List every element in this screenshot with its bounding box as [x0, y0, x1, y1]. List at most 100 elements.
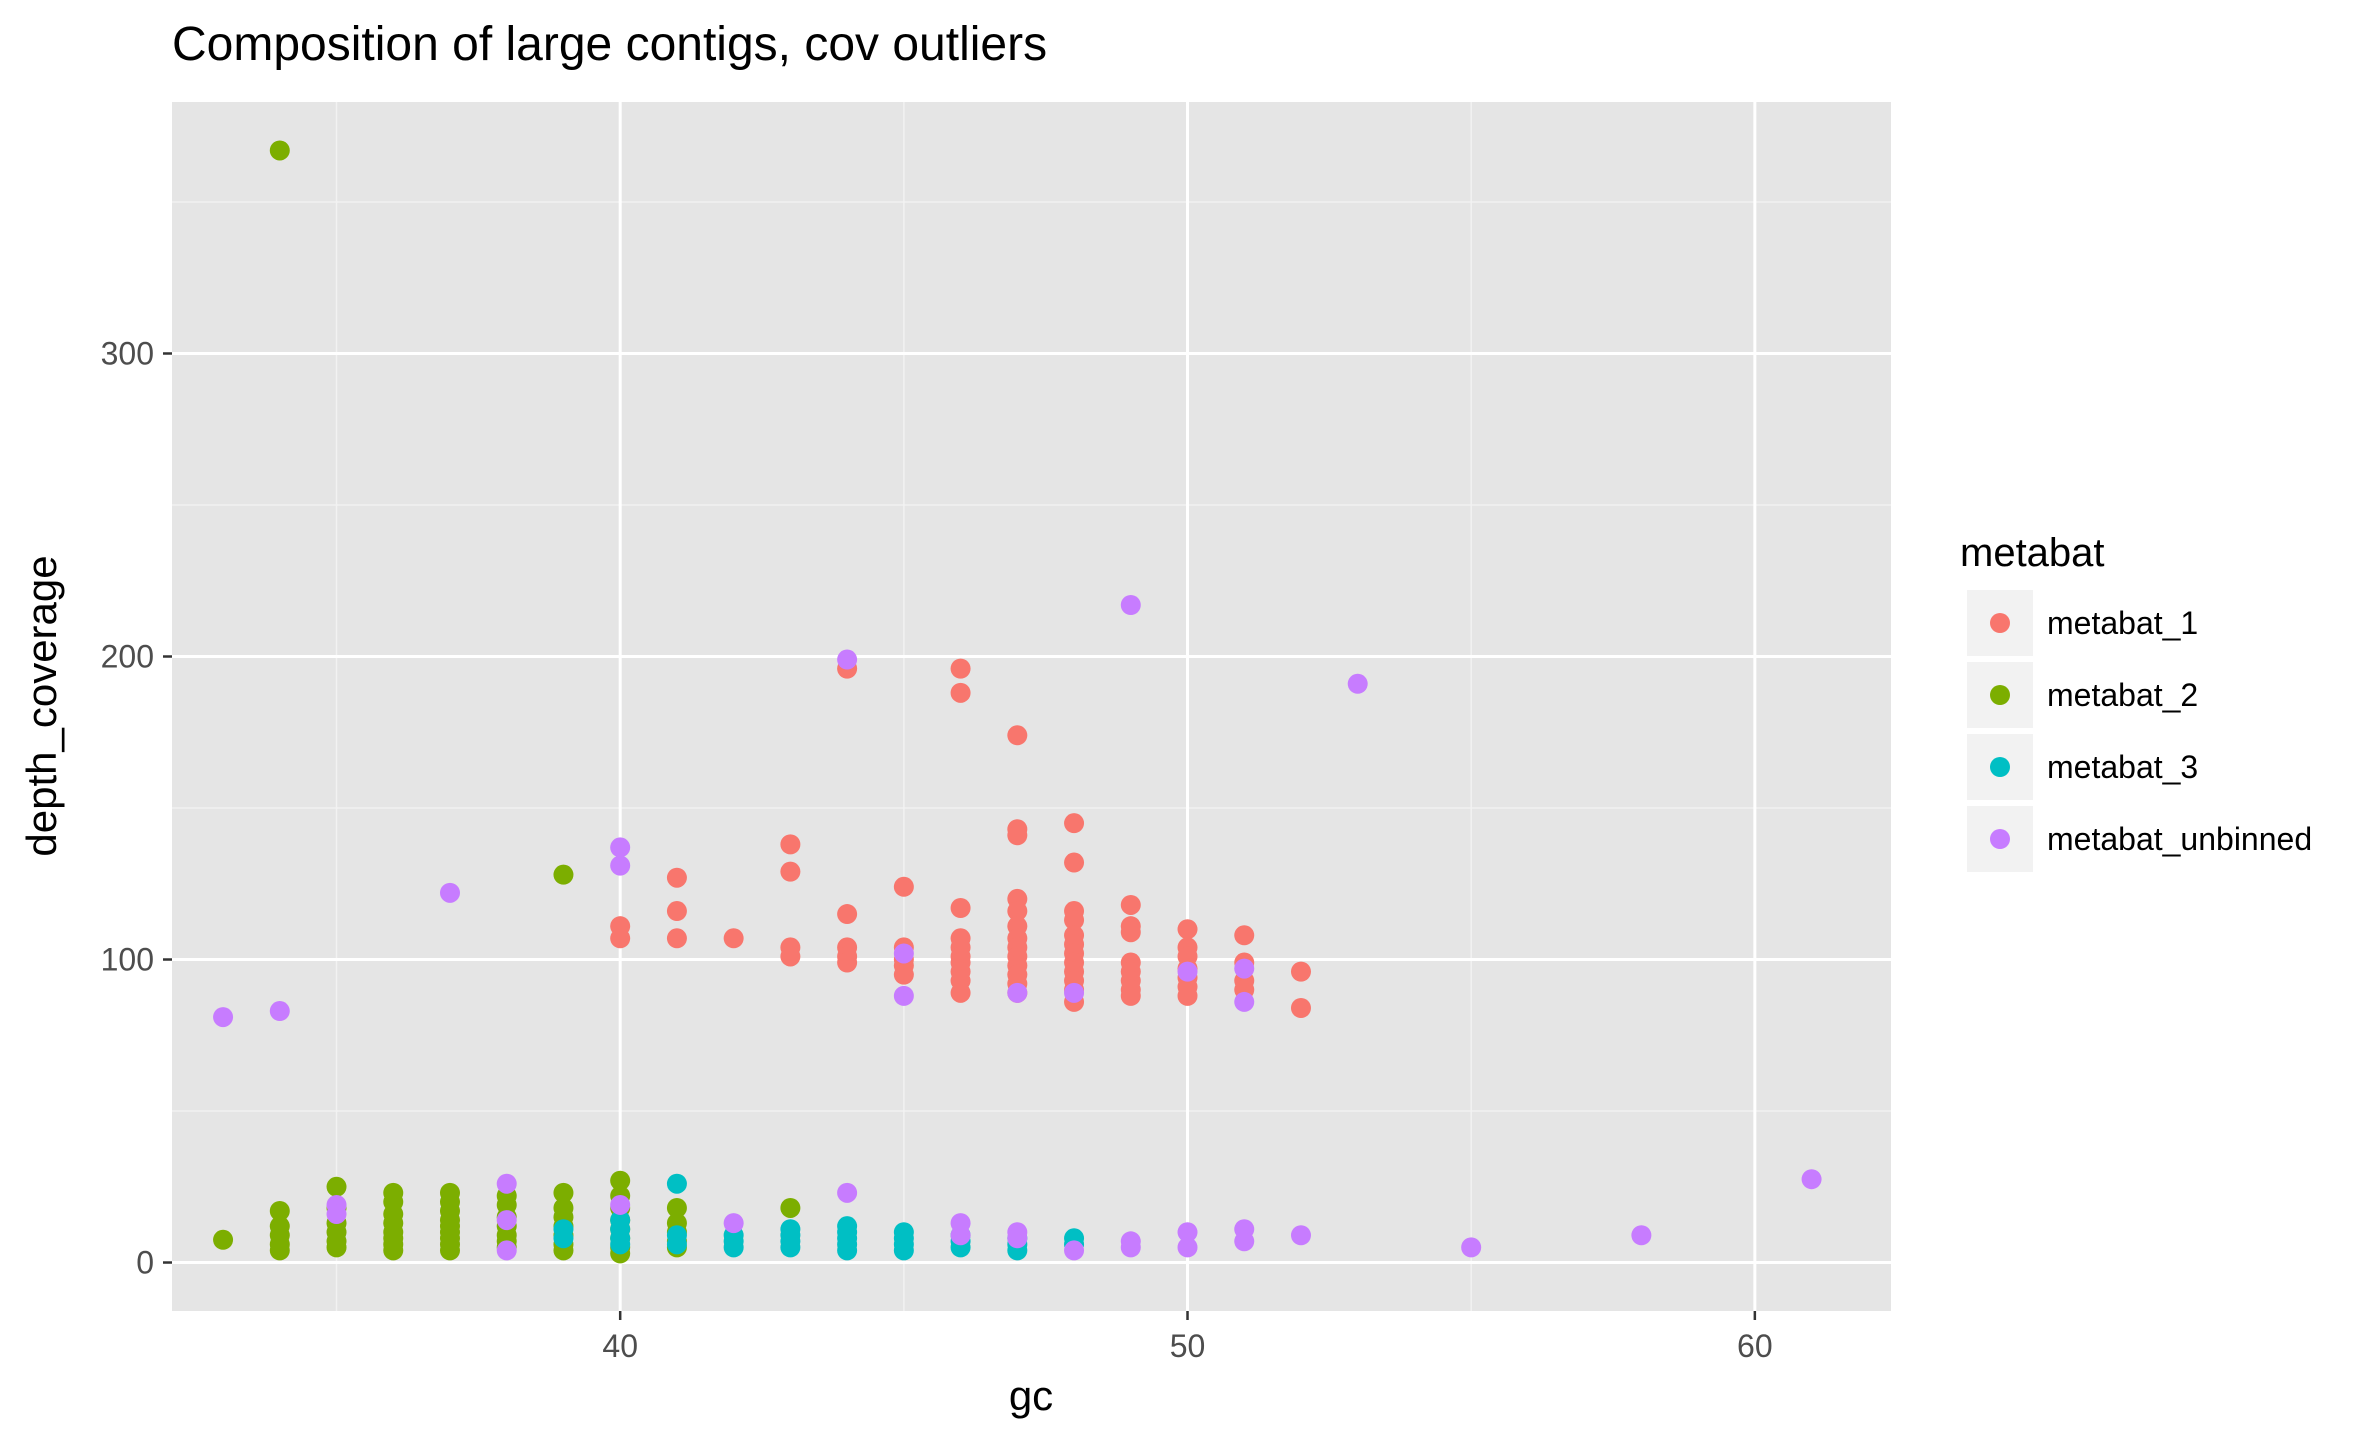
- point-metabat-1: [1064, 910, 1085, 931]
- point-metabat-1: [1177, 985, 1198, 1006]
- point-metabat-unbinned: [1461, 1237, 1482, 1258]
- y-tick-label: 300: [101, 335, 154, 371]
- point-metabat-1: [780, 834, 801, 855]
- point-metabat-1: [950, 682, 971, 703]
- point-metabat-1: [950, 898, 971, 918]
- point-metabat-unbinned: [1631, 1225, 1652, 1246]
- legend-marker-metabat-unbinned: [1990, 829, 2010, 849]
- minor-gridlines: [172, 102, 1891, 1311]
- point-metabat-2: [269, 140, 290, 161]
- point-metabat-2: [326, 1237, 347, 1258]
- point-metabat-1: [1290, 961, 1311, 982]
- point-metabat-2: [553, 864, 574, 885]
- point-metabat-2: [439, 1240, 460, 1261]
- point-metabat-unbinned: [950, 1225, 971, 1246]
- point-metabat-1: [1007, 725, 1028, 746]
- y-axis-label: depth_coverage: [18, 555, 65, 856]
- point-metabat-1: [893, 876, 914, 897]
- major-gridlines: [172, 102, 1891, 1311]
- plot-panel: [172, 102, 1891, 1311]
- legend-marker-metabat-3: [1990, 757, 2010, 777]
- point-metabat-unbinned: [326, 1204, 347, 1225]
- point-metabat-unbinned: [1234, 991, 1255, 1012]
- point-metabat-unbinned: [1064, 982, 1085, 1003]
- point-metabat-unbinned: [1007, 1228, 1028, 1249]
- point-metabat-1: [1120, 894, 1141, 915]
- point-metabat-1: [950, 658, 971, 679]
- point-metabat-3: [553, 1228, 574, 1249]
- x-tick-label: 40: [602, 1328, 638, 1364]
- point-metabat-1: [1064, 852, 1085, 873]
- point-metabat-3: [666, 1173, 687, 1194]
- point-metabat-1: [837, 952, 858, 973]
- legend-label-metabat-1: metabat_1: [2047, 605, 2198, 641]
- point-metabat-1: [723, 928, 744, 949]
- point-metabat-2: [553, 1182, 574, 1203]
- x-tick-label: 60: [1737, 1328, 1773, 1364]
- point-metabat-unbinned: [893, 985, 914, 1006]
- point-metabat-unbinned: [1120, 1237, 1141, 1258]
- point-metabat-1: [1120, 922, 1141, 943]
- legend-marker-metabat-1: [1990, 613, 2010, 633]
- point-metabat-2: [269, 1240, 290, 1261]
- point-metabat-1: [1007, 901, 1028, 922]
- y-tick-label: 200: [101, 639, 154, 675]
- x-tick-label: 50: [1170, 1328, 1206, 1364]
- point-metabat-1: [893, 964, 914, 985]
- point-metabat-unbinned: [1007, 982, 1028, 1003]
- point-metabat-1: [1234, 925, 1255, 946]
- point-metabat-2: [213, 1229, 234, 1250]
- point-metabat-3: [780, 1237, 801, 1258]
- point-metabat-2: [326, 1176, 347, 1197]
- point-metabat-unbinned: [837, 649, 858, 670]
- axis-ticks: 40 50 60 0 100 200 300: [101, 335, 1773, 1364]
- point-metabat-1: [950, 982, 971, 1003]
- legend: metabat metabat_1 metabat_2 metabat_3metab…: [1960, 531, 2312, 872]
- point-metabat-unbinned: [723, 1213, 744, 1234]
- point-metabat-unbinned: [1177, 1222, 1198, 1243]
- point-metabat-1: [666, 901, 687, 922]
- x-axis-label: gc: [1009, 1372, 1053, 1419]
- point-metabat-unbinned: [1064, 1240, 1085, 1261]
- point-metabat-unbinned: [610, 837, 631, 858]
- point-metabat-3: [837, 1240, 858, 1261]
- legend-label-metabat-3: metabat_3: [2047, 749, 2198, 785]
- legend-label-metabat-2: metabat_2: [2047, 677, 2198, 713]
- point-metabat-unbinned: [1234, 958, 1255, 979]
- point-metabat-1: [666, 867, 687, 888]
- legend-items: metabat_1 metabat_2 metabat_3 metabat_unbin…: [1967, 590, 2312, 872]
- point-metabat-unbinned: [893, 943, 914, 964]
- point-metabat-unbinned: [1177, 961, 1198, 982]
- legend-marker-metabat-2: [1990, 685, 2010, 705]
- point-metabat-unbinned: [496, 1173, 517, 1194]
- point-metabat-unbinned: [1347, 673, 1368, 694]
- y-tick-label: 0: [136, 1245, 154, 1281]
- point-metabat-1: [1064, 813, 1085, 834]
- point-metabat-3: [610, 1234, 631, 1255]
- point-metabat-unbinned: [610, 1194, 631, 1215]
- point-metabat-2: [780, 1197, 801, 1218]
- point-metabat-2: [610, 1170, 631, 1191]
- point-metabat-1: [610, 928, 631, 949]
- point-metabat-unbinned: [439, 882, 460, 903]
- point-metabat-unbinned: [610, 855, 631, 876]
- legend-label-metabat-unbinned: metabat_unbinned: [2047, 821, 2312, 857]
- point-metabat-1: [666, 928, 687, 949]
- point-metabat-3: [723, 1237, 744, 1258]
- point-metabat-unbinned: [837, 1182, 858, 1203]
- point-metabat-1: [1007, 825, 1028, 846]
- data-points: [213, 140, 1822, 1264]
- point-metabat-1: [780, 861, 801, 882]
- point-metabat-unbinned: [1120, 594, 1141, 615]
- point-metabat-1: [1120, 985, 1141, 1006]
- point-metabat-2: [666, 1197, 687, 1218]
- point-metabat-1: [1290, 997, 1311, 1018]
- point-metabat-1: [780, 946, 801, 967]
- point-metabat-unbinned: [269, 1001, 290, 1022]
- point-metabat-3: [893, 1240, 914, 1261]
- point-metabat-unbinned: [213, 1007, 234, 1028]
- point-metabat-unbinned: [1234, 1231, 1255, 1252]
- point-metabat-unbinned: [1801, 1169, 1822, 1190]
- point-metabat-unbinned: [1290, 1225, 1311, 1246]
